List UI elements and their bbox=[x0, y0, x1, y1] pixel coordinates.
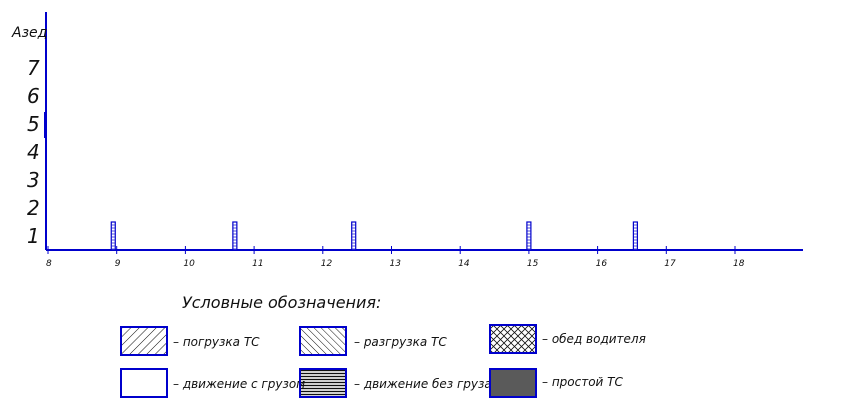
bar bbox=[351, 221, 357, 251]
bar bbox=[110, 221, 116, 251]
axes bbox=[44, 12, 803, 254]
x-tick-label: 17 bbox=[664, 259, 676, 269]
x-tick-label: 14 bbox=[458, 259, 470, 269]
legend-swatch-empty bbox=[120, 368, 168, 398]
legend-swatch-hatch-left bbox=[299, 326, 347, 356]
x-tick-label: 18 bbox=[733, 259, 745, 269]
bar bbox=[526, 221, 532, 251]
legend-label: – простой ТС bbox=[542, 375, 623, 389]
y-tick-label: 2 bbox=[27, 196, 40, 220]
legend-swatch-hatch-right bbox=[120, 326, 168, 356]
legend-swatch-horizontal bbox=[299, 368, 347, 398]
x-tick-label: 13 bbox=[390, 259, 402, 269]
x-tick-label: 12 bbox=[321, 259, 333, 269]
x-tick-label: 8 bbox=[46, 259, 52, 269]
x-tick-label: 11 bbox=[252, 259, 263, 269]
y-tick-label: 3 bbox=[27, 168, 40, 192]
legend-label: – разгрузка ТС bbox=[354, 335, 447, 349]
y-tick-label: 6 bbox=[27, 84, 40, 108]
legend-label: – движение с грузом bbox=[173, 377, 305, 391]
x-tick-label: 15 bbox=[527, 259, 539, 269]
y-tick-label: 4 bbox=[27, 140, 40, 164]
x-tick-label: 9 bbox=[115, 259, 121, 269]
legend-label: – обед водителя bbox=[542, 332, 646, 346]
y-tick-label: 5 bbox=[27, 112, 40, 136]
y-axis-marker bbox=[44, 112, 47, 138]
y-tick-label: 1 bbox=[27, 224, 40, 248]
y-tick-label: 7 bbox=[27, 56, 40, 80]
legend: – погрузка ТС – разгрузка ТС – обед водите… bbox=[120, 324, 646, 398]
y-axis-label: Азед bbox=[11, 25, 47, 41]
bars bbox=[110, 221, 638, 251]
legend-swatch-solid-grey bbox=[489, 368, 537, 398]
bar bbox=[632, 221, 638, 251]
legend-title: Условные обозначения: bbox=[182, 293, 381, 312]
legend-label: – движение без груза bbox=[354, 377, 492, 391]
x-tick-label: 16 bbox=[596, 259, 608, 269]
bar bbox=[232, 221, 238, 251]
legend-swatch-crosshatch bbox=[489, 324, 537, 354]
legend-label: – погрузка ТС bbox=[173, 335, 260, 349]
x-tick-label: 10 bbox=[183, 259, 195, 269]
